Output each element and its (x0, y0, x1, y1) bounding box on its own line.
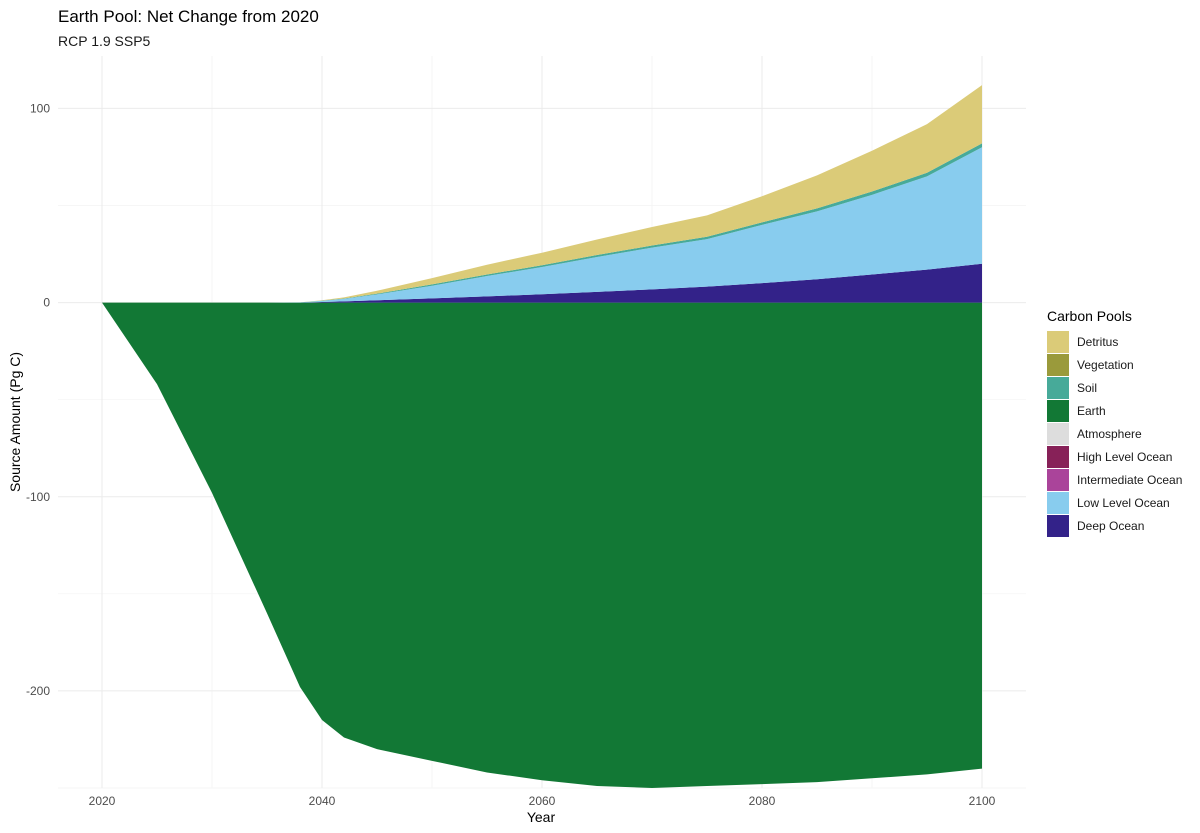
legend-label-detritus: Detritus (1077, 335, 1118, 349)
area-deep-ocean (102, 263, 982, 303)
x-tick-label: 2040 (309, 794, 336, 808)
legend-swatch-vegetation (1047, 354, 1069, 376)
legend-label-deep-ocean: Deep Ocean (1077, 519, 1144, 533)
area-series (102, 85, 982, 788)
legend-swatch-intermediate-ocean (1047, 469, 1069, 491)
y-tick-label: 0 (43, 296, 50, 310)
legend-label-soil: Soil (1077, 381, 1097, 395)
legend-swatch-low-level-ocean (1047, 492, 1069, 514)
x-tick-label: 2100 (969, 794, 996, 808)
y-axis-ticks: -200 -100 0 100 (26, 101, 50, 697)
legend-swatch-detritus (1047, 331, 1069, 353)
legend-label-high-level-ocean: High Level Ocean (1077, 450, 1172, 464)
legend-swatch-earth (1047, 400, 1069, 422)
y-axis-title: Source Amount (Pg C) (7, 352, 23, 492)
area-low-level-ocean (102, 147, 982, 303)
legend-label-atmosphere: Atmosphere (1077, 427, 1142, 441)
legend-swatch-high-level-ocean (1047, 446, 1069, 468)
x-tick-label: 2080 (749, 794, 776, 808)
legend-swatch-atmosphere (1047, 423, 1069, 445)
legend-title: Carbon Pools (1047, 308, 1132, 324)
x-axis-title: Year (527, 809, 556, 825)
x-tick-label: 2020 (89, 794, 116, 808)
legend-label-earth: Earth (1077, 404, 1106, 418)
area-earth (102, 302, 982, 788)
legend-swatch-soil (1047, 377, 1069, 399)
area-detritus (102, 85, 982, 303)
legend-swatch-deep-ocean (1047, 515, 1069, 537)
chart-title: Earth Pool: Net Change from 2020 (58, 7, 319, 26)
x-axis-ticks: 2020 2040 2060 2080 2100 (89, 794, 996, 808)
chart-subtitle: RCP 1.9 SSP5 (58, 33, 151, 49)
legend-label-vegetation: Vegetation (1077, 358, 1134, 372)
legend-label-low-level-ocean: Low Level Ocean (1077, 496, 1170, 510)
x-tick-label: 2060 (529, 794, 556, 808)
y-tick-label: -200 (26, 684, 50, 698)
legend-label-intermediate-ocean: Intermediate Ocean (1077, 473, 1182, 487)
y-tick-label: -100 (26, 490, 50, 504)
legend: Carbon Pools Detritus Vegetation Soil Earth… (1047, 308, 1182, 537)
y-tick-label: 100 (30, 101, 50, 115)
plot-area: 2020 2040 2060 2080 2100 -200 -100 0 100 (26, 56, 1026, 808)
